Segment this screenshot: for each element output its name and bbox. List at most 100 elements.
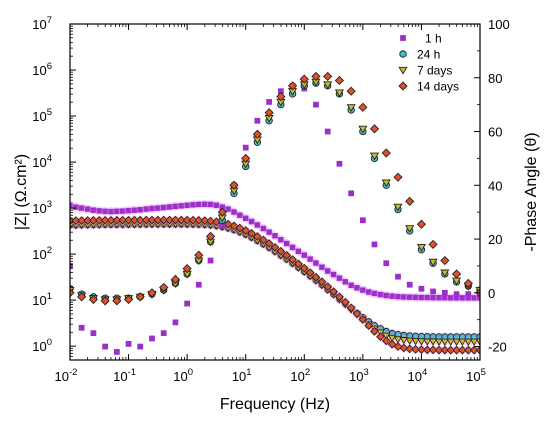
impedance-point-1-h	[196, 201, 202, 208]
impedance-point-14-days	[194, 215, 204, 225]
impedance-point-14-days	[159, 215, 169, 225]
legend-label-14-days: 14 days	[417, 80, 459, 94]
phase-point-1-h	[418, 285, 425, 292]
impedance-point-14-days	[171, 215, 180, 225]
phase-point-1-h	[266, 99, 273, 105]
phase-point-1-h	[207, 257, 214, 264]
impedance-point-14-days	[317, 277, 327, 287]
y-left-tick-label: 105	[32, 107, 52, 124]
phase-point-1-h	[149, 335, 155, 342]
impedance-point-1-h	[102, 208, 108, 215]
impedance-point-1-h	[254, 222, 261, 228]
x-tick-label: 104	[408, 367, 428, 384]
legend-marker-7-days	[398, 66, 408, 75]
y-left-tick-label: 103	[32, 199, 52, 216]
impedance-point-7-days	[393, 336, 403, 344]
impedance-point-14-days	[100, 215, 110, 225]
impedance-point-1-h	[237, 212, 243, 218]
phase-point-1-h	[371, 241, 378, 248]
impedance-point-14-days	[340, 297, 350, 307]
impedance-point-1-h	[155, 205, 161, 211]
impedance-point-7-days	[387, 334, 397, 343]
impedance-point-14-days	[294, 259, 303, 269]
impedance-point-14-days	[77, 216, 87, 225]
impedance-point-1-h	[184, 202, 190, 209]
phase-point-14-days	[381, 148, 391, 158]
impedance-point-7-days	[411, 337, 420, 346]
impedance-point-14-days	[276, 246, 286, 256]
impedance-point-1-h	[260, 225, 267, 232]
impedance-point-14-days	[153, 215, 163, 225]
x-tick-label: 103	[349, 367, 369, 384]
impedance-point-1-h	[453, 295, 460, 301]
phase-point-1-h	[277, 88, 284, 95]
series-impedance-14-days	[70, 215, 480, 355]
phase-point-14-days	[159, 282, 169, 293]
x-tick-label: 10-1	[113, 367, 136, 384]
impedance-series-layer	[70, 199, 480, 355]
impedance-point-1-h	[149, 205, 155, 212]
impedance-point-14-days	[206, 216, 215, 226]
impedance-point-14-days	[434, 345, 444, 355]
impedance-point-14-days	[329, 287, 338, 297]
phase-point-1-h	[313, 101, 319, 108]
impedance-point-14-days	[258, 235, 268, 245]
phase-point-1-h	[90, 330, 97, 336]
phase-point-1-h	[70, 263, 73, 269]
impedance-point-1-h	[143, 206, 149, 212]
x-axis-title: Frequency (Hz)	[220, 396, 330, 413]
impedance-point-14-days	[299, 263, 309, 273]
phase-point-14-days	[252, 129, 262, 139]
impedance-point-1-h	[131, 207, 138, 213]
y-left-tick-label: 102	[32, 245, 52, 262]
phase-point-1-h	[254, 117, 261, 124]
impedance-point-7-days	[399, 337, 409, 345]
impedance-point-1-h	[389, 293, 395, 299]
impedance-point-7-days	[469, 338, 479, 346]
impedance-point-7-days	[440, 338, 450, 346]
phase-point-14-days	[346, 86, 356, 96]
phase-point-14-days	[205, 231, 216, 241]
impedance-point-1-h	[418, 294, 425, 301]
impedance-point-14-days	[264, 239, 274, 248]
impedance-point-1-h	[272, 233, 278, 239]
impedance-point-1-h	[242, 215, 249, 222]
impedance-point-7-days	[463, 338, 473, 346]
impedance-point-1-h	[447, 295, 454, 301]
impedance-point-7-days	[422, 338, 432, 346]
impedance-point-1-h	[401, 294, 407, 300]
impedance-point-14-days	[176, 215, 186, 225]
phase-point-1-h	[348, 190, 355, 197]
impedance-point-14-days	[352, 309, 362, 318]
impedance-point-14-days	[83, 216, 93, 225]
phase-point-14-days	[287, 81, 298, 91]
impedance-point-1-h	[319, 264, 325, 270]
legend-label-7-days: 7 days	[417, 64, 452, 78]
right-y-axis-ticks: -20 0 20 40 60 80 100	[474, 17, 510, 355]
impedance-point-1-h	[383, 292, 389, 299]
phase-point-14-days	[323, 71, 333, 82]
impedance-point-14-days	[458, 345, 467, 355]
impedance-point-14-days	[89, 216, 98, 225]
impedance-point-14-days	[282, 250, 292, 260]
phase-point-14-days	[264, 108, 274, 118]
impedance-point-14-days	[223, 219, 233, 229]
impedance-point-1-h	[125, 207, 132, 214]
y-right-tick-label: 60	[488, 125, 502, 140]
phase-point-14-days	[393, 172, 403, 182]
impedance-point-1-h	[395, 293, 401, 300]
impedance-point-1-h	[108, 208, 114, 215]
impedance-point-1-h	[348, 282, 354, 289]
impedance-point-1-h	[424, 294, 431, 301]
phase-point-1-h	[160, 330, 167, 336]
impedance-point-1-h	[459, 295, 466, 301]
impedance-point-1-h	[90, 207, 97, 213]
phase-point-14-days	[334, 75, 345, 86]
phase-point-14-days	[440, 255, 450, 266]
phase-point-1-h	[113, 349, 120, 355]
impedance-point-7-days	[405, 337, 415, 346]
phase-point-7-days	[428, 258, 438, 267]
phase-point-14-days	[428, 239, 438, 250]
impedance-point-1-h	[219, 204, 225, 210]
